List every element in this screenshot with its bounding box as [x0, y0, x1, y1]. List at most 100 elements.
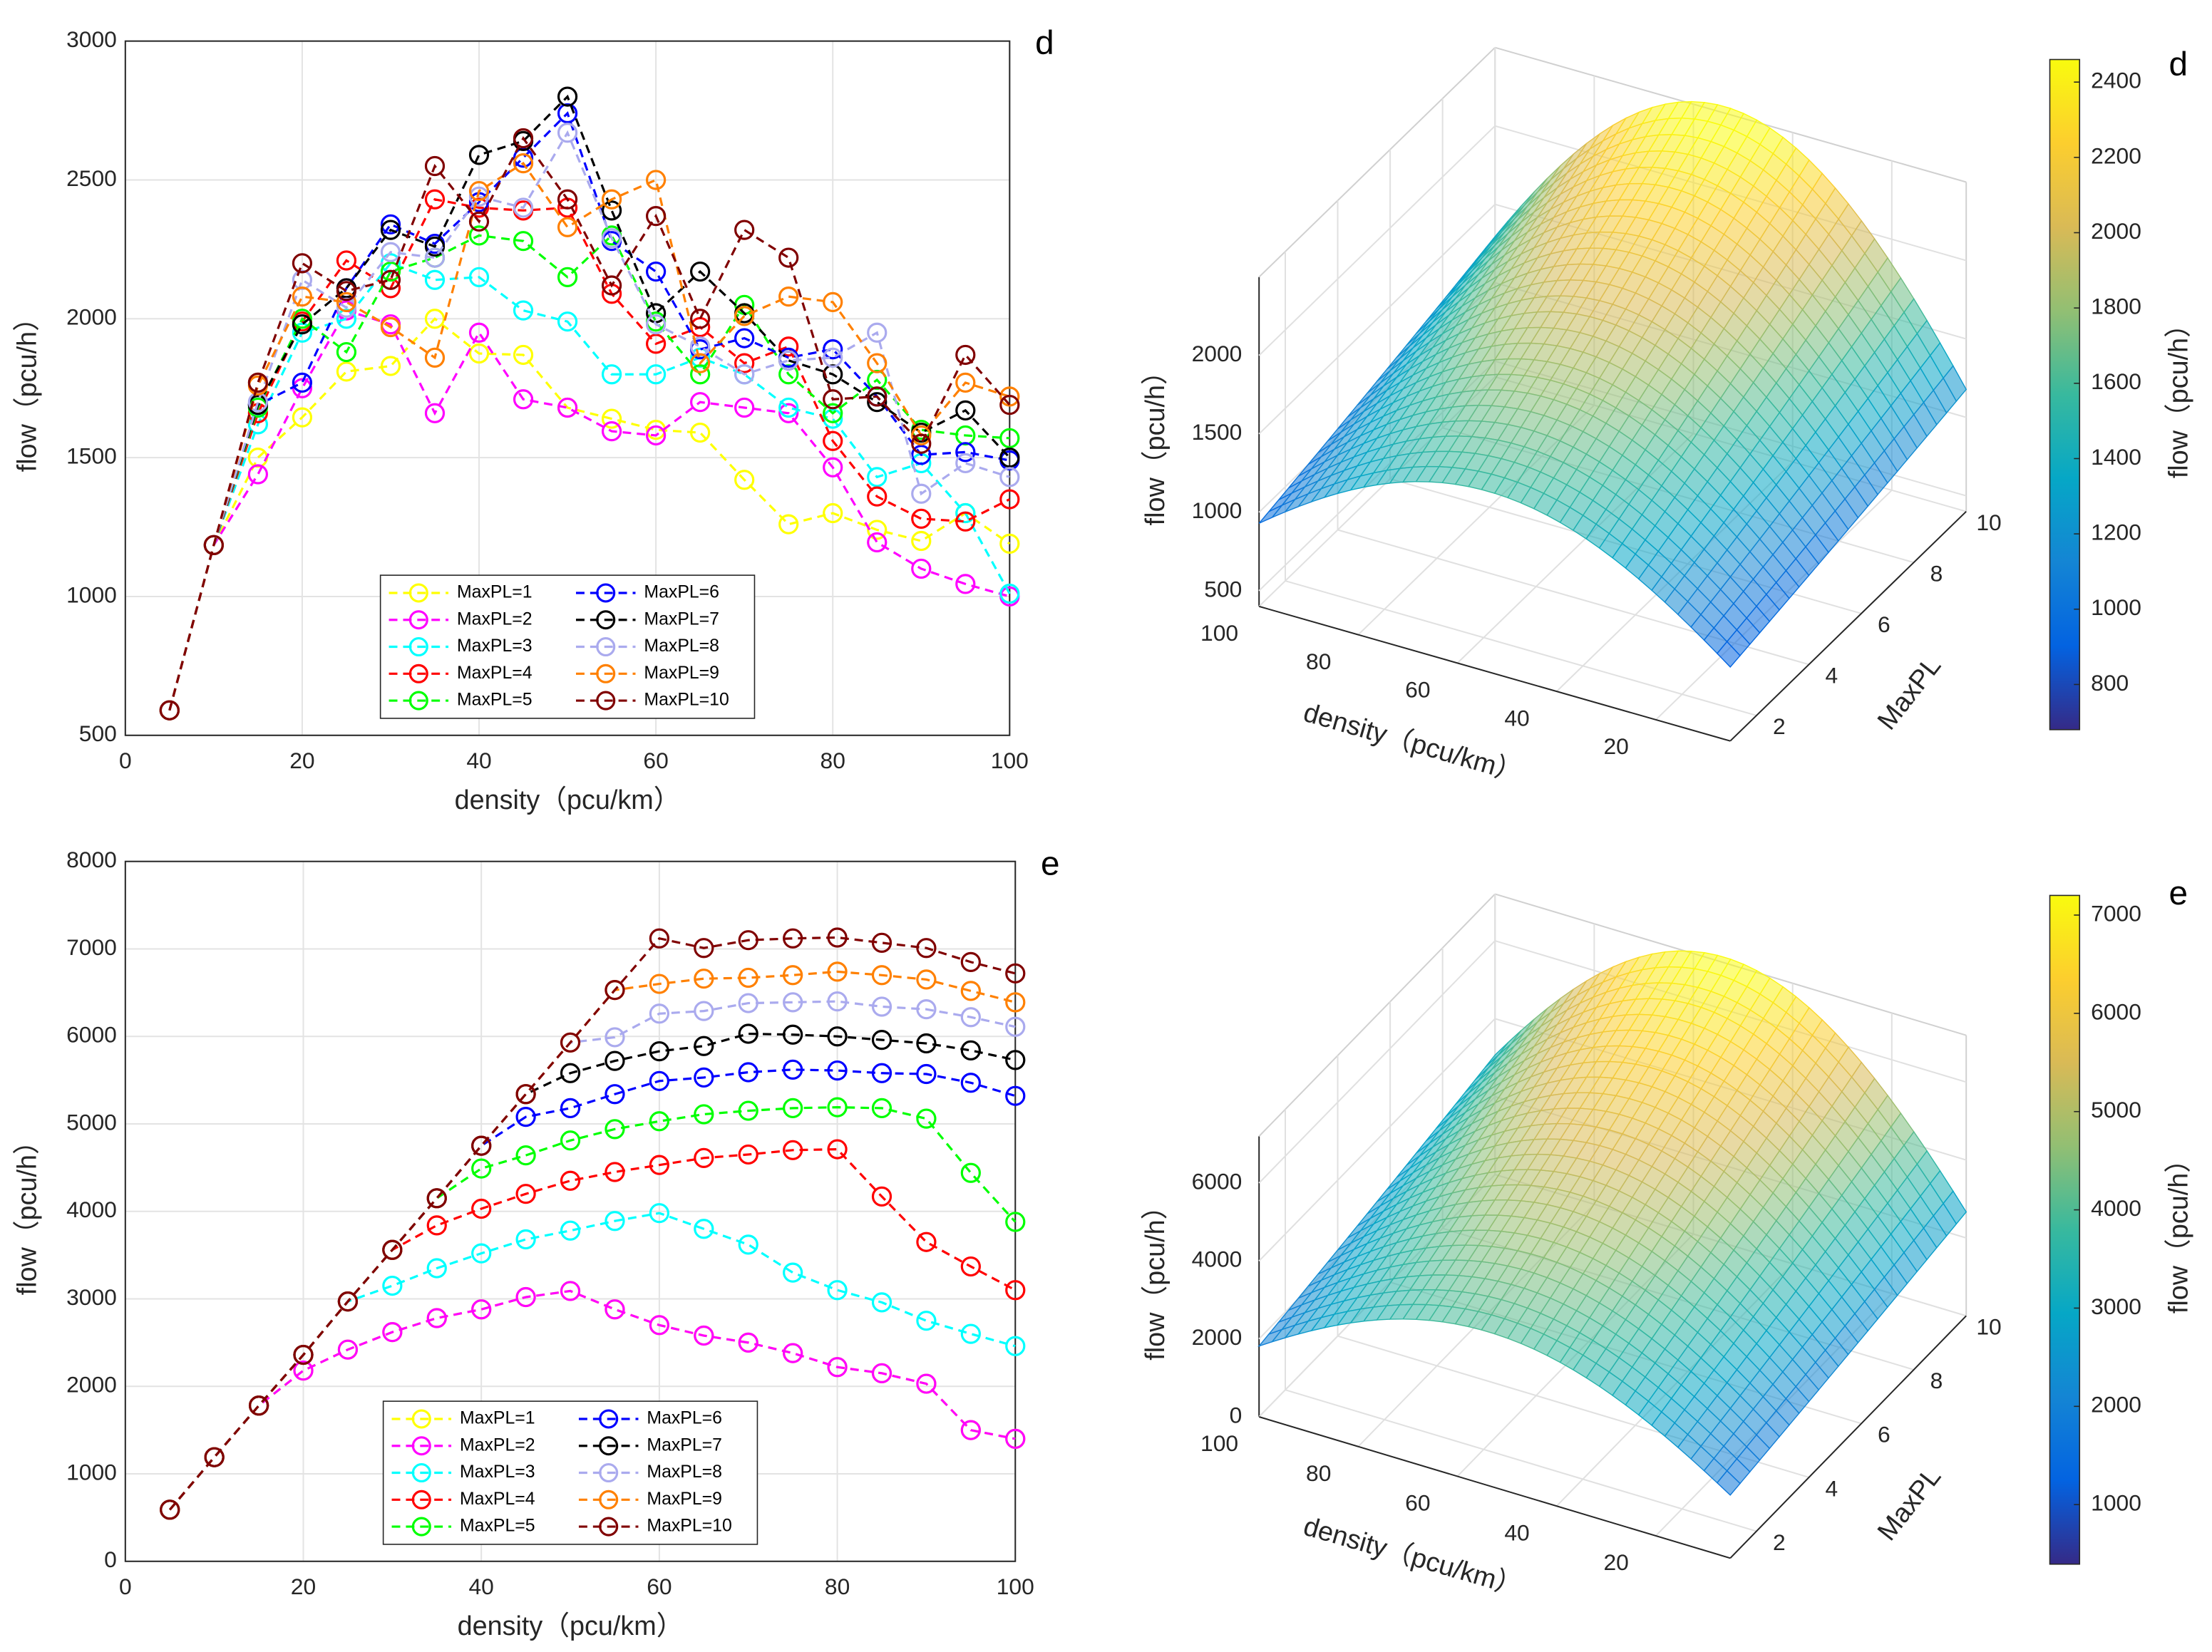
data-point — [734, 220, 755, 240]
data-point — [999, 489, 1020, 510]
data-point — [783, 965, 803, 986]
data-point — [778, 403, 799, 423]
data-point — [823, 339, 843, 360]
data-point — [248, 1395, 269, 1416]
data-point — [955, 344, 976, 366]
data-point — [694, 969, 714, 989]
x-tick-label: 100 — [1200, 620, 1238, 646]
series-line — [168, 309, 1010, 711]
data-point — [424, 189, 446, 210]
data-point — [468, 322, 490, 343]
data-point — [911, 558, 932, 579]
data-point — [916, 1033, 937, 1054]
data-point — [916, 938, 937, 959]
data-point — [515, 1184, 536, 1204]
legend-label: MaxPL=5 — [460, 1517, 535, 1536]
data-point — [871, 1363, 892, 1383]
data-point — [560, 1281, 581, 1301]
data-point — [645, 364, 667, 385]
data-point — [557, 86, 578, 107]
data-point — [778, 336, 799, 357]
z-tick-label: 1000 — [1192, 497, 1243, 523]
legend-label: MaxPL=7 — [647, 1435, 722, 1455]
data-point — [867, 520, 888, 540]
data-point — [827, 1280, 848, 1301]
legend-label: MaxPL=2 — [457, 609, 533, 629]
data-point — [337, 1339, 359, 1360]
y-tick-label: 2000 — [66, 304, 117, 330]
data-point — [999, 467, 1020, 487]
data-point — [471, 1135, 492, 1156]
data-point — [513, 300, 534, 321]
data-point — [827, 927, 848, 948]
data-point — [336, 297, 357, 318]
colorbar-tick-label: 1800 — [2091, 294, 2141, 319]
data-point — [560, 1170, 581, 1191]
data-point — [649, 1111, 669, 1132]
series-line — [168, 197, 1011, 711]
data-point — [293, 1344, 314, 1366]
y-axis-label: flow（pcu/h） — [13, 304, 43, 472]
axis-line — [1258, 1416, 1731, 1559]
data-point — [1005, 963, 1026, 984]
legend-label: MaxPL=1 — [460, 1409, 535, 1428]
surface-cell — [1716, 1470, 1741, 1496]
y-axis-label: MaxPL — [1872, 1462, 1947, 1546]
x-tick-label: 20 — [289, 748, 314, 773]
x-tick-label: 60 — [1405, 1490, 1430, 1516]
colorbar-label: flow（pcu/h） — [2164, 311, 2193, 478]
data-point — [649, 1003, 669, 1024]
data-point — [426, 1188, 447, 1209]
legend-marker — [411, 1436, 431, 1456]
legend-label: MaxPL=10 — [644, 691, 729, 710]
data-point — [916, 999, 937, 1020]
data-point — [823, 389, 843, 410]
data-point — [734, 364, 755, 385]
panel-label: e — [2169, 874, 2188, 912]
data-point — [605, 1299, 625, 1320]
legend-label: MaxPL=9 — [644, 664, 719, 683]
legend-marker — [596, 664, 616, 683]
data-point — [645, 170, 667, 190]
data-point — [1005, 1085, 1026, 1106]
data-point — [694, 1036, 714, 1056]
y-tick-label: 6 — [1878, 1422, 1891, 1447]
y-tick-label: 4 — [1826, 1475, 1838, 1501]
data-point — [867, 467, 888, 487]
data-point — [960, 951, 981, 972]
data-point — [734, 470, 755, 490]
data-point — [468, 145, 490, 165]
legend-label: MaxPL=2 — [460, 1435, 535, 1455]
data-point — [426, 1215, 447, 1236]
data-point — [292, 314, 313, 335]
data-point — [471, 1299, 492, 1320]
data-point — [871, 1098, 892, 1118]
data-point — [645, 334, 667, 354]
data-point — [960, 1420, 981, 1440]
data-point — [734, 353, 755, 373]
data-point — [827, 1026, 848, 1047]
data-point — [645, 425, 667, 446]
data-point — [515, 1107, 536, 1127]
z-tick-label: 4000 — [1192, 1246, 1243, 1272]
data-point — [160, 1499, 180, 1520]
series-line — [168, 161, 1010, 711]
data-point — [916, 1063, 937, 1085]
surface — [1257, 950, 1967, 1496]
data-point — [778, 397, 799, 418]
legend-label: MaxPL=6 — [647, 1409, 722, 1428]
data-point — [560, 1098, 581, 1118]
x-tick-label: 80 — [825, 1574, 850, 1599]
y-tick-label: 2000 — [66, 1372, 117, 1398]
data-point — [911, 508, 932, 529]
data-point — [738, 1144, 758, 1165]
data-point — [601, 364, 622, 385]
box-edge — [1258, 893, 1496, 1137]
axis-line — [1258, 605, 1731, 742]
data-point — [827, 1139, 848, 1160]
y-axis-label: flow（pcu/h） — [13, 1127, 43, 1295]
data-point — [468, 186, 490, 207]
colorbar-tick-label: 1600 — [2091, 368, 2141, 394]
colorbar-tick-label: 2200 — [2091, 143, 2141, 168]
